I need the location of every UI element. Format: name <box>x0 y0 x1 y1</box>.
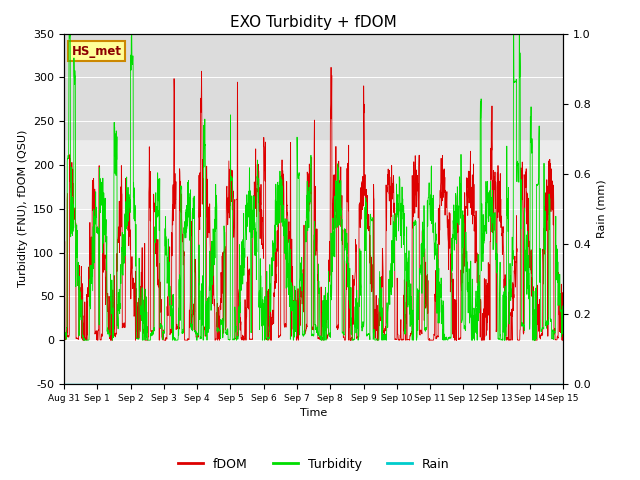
X-axis label: Time: Time <box>300 408 327 418</box>
Legend: fDOM, Turbidity, Rain: fDOM, Turbidity, Rain <box>173 453 454 476</box>
Title: EXO Turbidity + fDOM: EXO Turbidity + fDOM <box>230 15 397 30</box>
Y-axis label: Rain (mm): Rain (mm) <box>596 180 606 238</box>
Text: HS_met: HS_met <box>72 45 122 58</box>
Bar <box>64 34 563 139</box>
Y-axis label: Turbidity (FNU), fDOM (QSU): Turbidity (FNU), fDOM (QSU) <box>17 130 28 288</box>
